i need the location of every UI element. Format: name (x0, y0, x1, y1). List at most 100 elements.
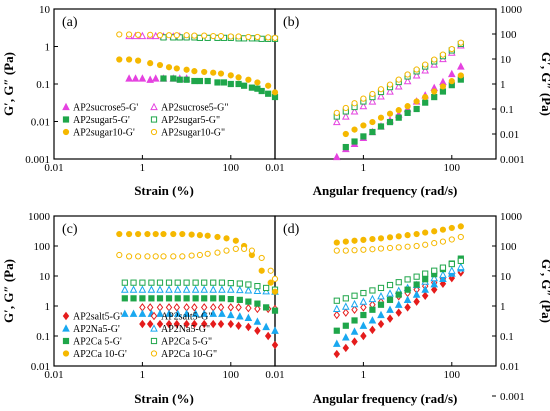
legend-entry: AP2sugar5-G" (161, 115, 220, 126)
y-tick-label: 0.001 (500, 154, 525, 166)
data-point (200, 319, 208, 329)
data-point (386, 110, 394, 117)
data-point (430, 285, 438, 294)
data-point (412, 290, 421, 298)
data-point (404, 71, 411, 78)
data-point (188, 231, 195, 238)
y-tick-label: 1 (45, 301, 51, 313)
data-point (421, 291, 429, 300)
data-point (226, 285, 235, 293)
y-tick-label: 0.001 (500, 391, 525, 403)
data-point (254, 326, 261, 335)
data-point (152, 253, 159, 260)
y-tick-label: 0.01 (500, 129, 519, 141)
data-point (413, 242, 420, 250)
data-point (369, 90, 376, 98)
data-point (333, 310, 341, 320)
data-point (217, 319, 225, 329)
data-point (386, 314, 394, 323)
data-point (156, 32, 164, 39)
data-point (218, 279, 226, 286)
x-tick-label: 100 (223, 162, 240, 174)
y-tick-label: 1 (500, 301, 506, 313)
y-tick-label: 10 (500, 54, 512, 66)
data-point (439, 51, 447, 58)
data-point (333, 247, 340, 254)
panel-b-frame (274, 8, 497, 160)
data-point (253, 286, 262, 294)
data-point (351, 247, 358, 254)
data-point (156, 285, 164, 293)
data-point (258, 254, 265, 262)
data-point (422, 270, 429, 277)
legend-entry: AP2Ca 10-G' (73, 349, 127, 360)
data-point (125, 253, 133, 260)
data-point (125, 31, 133, 38)
data-point (183, 32, 190, 39)
data-point (342, 295, 349, 302)
data-point (271, 288, 279, 295)
data-point (377, 123, 385, 130)
data-point (170, 253, 177, 260)
data-point (377, 284, 385, 292)
data-point (430, 273, 439, 282)
data-point (139, 279, 146, 286)
data-point (360, 289, 367, 297)
data-point (332, 339, 341, 347)
data-point (351, 292, 358, 299)
data-point (413, 297, 420, 306)
data-point (147, 31, 154, 38)
data-point (448, 224, 455, 232)
data-point (439, 264, 447, 271)
data-point (369, 128, 376, 136)
data-point (377, 86, 385, 93)
data-point (165, 285, 173, 293)
panel-label-b: (b) (283, 15, 300, 30)
legend-marker (150, 116, 158, 123)
y-axis-label-d: G′, G″ (Pa) (539, 259, 550, 323)
data-point (422, 229, 429, 236)
data-point (395, 244, 402, 251)
data-point (129, 285, 138, 293)
data-point (165, 32, 173, 39)
data-point (183, 295, 190, 302)
data-point (422, 276, 429, 283)
data-point (350, 107, 359, 115)
data-point (457, 39, 464, 46)
data-point (386, 305, 394, 313)
data-point (173, 303, 181, 312)
legend-entry: AP2sucrose5-G' (73, 103, 138, 114)
data-point (191, 32, 198, 39)
data-point (457, 262, 465, 271)
data-point (218, 295, 226, 302)
data-point (170, 75, 177, 82)
data-point (148, 279, 155, 286)
data-point (191, 303, 198, 312)
data-point (245, 76, 252, 83)
data-point (232, 245, 239, 253)
data-point (183, 319, 190, 329)
data-point (457, 72, 464, 79)
data-point (404, 276, 411, 283)
x-axis-label-c: Strain (%) (134, 391, 194, 406)
y-axis-label-c: G′, G″ (Pa) (1, 259, 16, 323)
data-point (138, 74, 147, 82)
data-point (360, 133, 367, 140)
x-tick-label: 0.01 (265, 369, 284, 381)
data-point (214, 233, 221, 241)
data-point (156, 295, 164, 302)
data-point (404, 286, 411, 293)
data-point (116, 230, 123, 238)
data-point (448, 236, 455, 243)
data-point (431, 93, 438, 101)
data-point (156, 309, 164, 317)
data-point (120, 285, 129, 293)
data-point (245, 322, 252, 332)
data-point (368, 316, 377, 324)
data-point (351, 138, 358, 145)
data-point (457, 257, 464, 264)
legend-entry: AP2Na5-G' (73, 324, 120, 335)
panel-label-d: (d) (283, 222, 300, 237)
data-point (439, 88, 447, 95)
data-point (241, 245, 248, 253)
